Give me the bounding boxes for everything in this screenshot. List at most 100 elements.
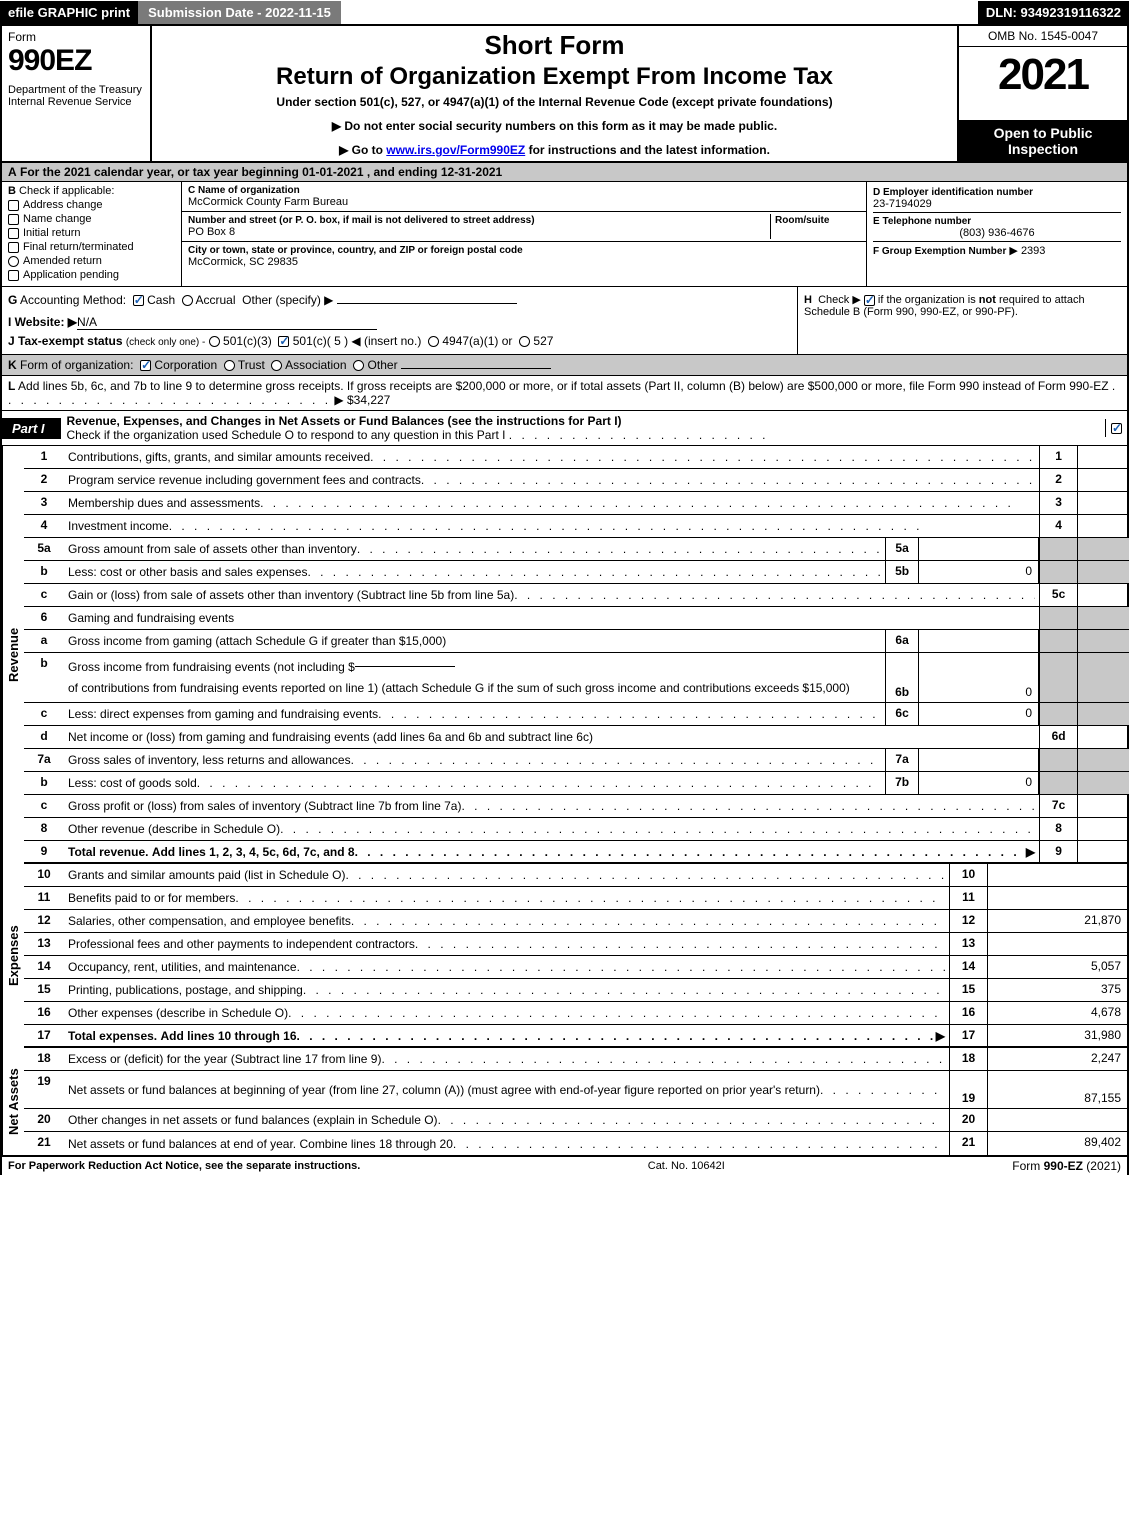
chk-name-change[interactable]: [8, 214, 19, 225]
submission-date: Submission Date - 2022-11-15: [138, 1, 341, 24]
footer-left: For Paperwork Reduction Act Notice, see …: [8, 1160, 360, 1172]
line-21-val: 89,402: [987, 1132, 1127, 1155]
label-c: C: [188, 185, 195, 196]
line-11: 11 Benefits paid to or for members. . . …: [24, 887, 1127, 910]
section-def: D Employer identification number 23-7194…: [867, 182, 1127, 286]
arrow-icon: ▶: [1026, 845, 1035, 859]
efile-label[interactable]: efile GRAPHIC print: [0, 1, 138, 24]
line-6a-desc: Gross income from gaming (attach Schedul…: [68, 634, 446, 648]
part-i-title: Revenue, Expenses, and Changes in Net As…: [61, 411, 1105, 445]
opt-address-change: Address change: [23, 199, 103, 211]
line-16-desc: Other expenses (describe in Schedule O): [68, 1006, 288, 1020]
l-amount: 34,227: [354, 393, 391, 407]
chk-application-pending[interactable]: [8, 270, 19, 281]
line-4-desc: Investment income: [68, 519, 169, 533]
tax-year: 2021: [959, 47, 1127, 121]
chk-accrual[interactable]: [182, 295, 193, 306]
chk-final-return[interactable]: [8, 242, 19, 253]
g-text: Accounting Method:: [20, 293, 126, 307]
expenses-section: Expenses 10 Grants and similar amounts p…: [0, 864, 1129, 1048]
l-amount-prefix: ▶ $: [334, 393, 353, 407]
line-7c-desc: Gross profit or (loss) from sales of inv…: [68, 799, 461, 813]
k-other: Other: [368, 358, 398, 372]
chk-501c[interactable]: [278, 336, 289, 347]
h-text: Check ▶: [818, 294, 861, 306]
line-5a: 5a Gross amount from sale of assets othe…: [24, 538, 1129, 561]
line-13-desc: Professional fees and other payments to …: [68, 937, 415, 951]
line-19-desc: Net assets or fund balances at beginning…: [68, 1083, 820, 1097]
line-14-val: 5,057: [987, 956, 1127, 978]
label-k: K: [8, 358, 17, 372]
label-d: D Employer identification number: [873, 187, 1033, 198]
g-accrual: Accrual: [195, 293, 235, 307]
line-2: 2 Program service revenue including gove…: [24, 469, 1129, 492]
line-7a-desc: Gross sales of inventory, less returns a…: [68, 753, 351, 767]
revenue-section: Revenue 1 Contributions, gifts, grants, …: [0, 446, 1129, 864]
k-trust: Trust: [238, 358, 265, 372]
org-street: PO Box 8: [188, 226, 235, 238]
chk-amended-return[interactable]: [8, 256, 19, 267]
chk-corp[interactable]: [140, 360, 151, 371]
line-6-desc: Gaming and fundraising events: [68, 611, 234, 625]
opt-amended-return: Amended return: [23, 255, 102, 267]
line-5c-desc: Gain or (loss) from sale of assets other…: [68, 588, 514, 602]
row-gh: G Accounting Method: Cash Accrual Other …: [0, 287, 1129, 355]
chk-initial-return[interactable]: [8, 228, 19, 239]
line-19-val: 87,155: [987, 1071, 1127, 1108]
chk-address-change[interactable]: [8, 200, 19, 211]
side-revenue: Revenue: [2, 446, 24, 864]
short-form-title: Short Form: [158, 30, 951, 61]
row-a-text: For the 2021 calendar year, or tax year …: [20, 165, 502, 179]
line-18: 18 Excess or (deficit) for the year (Sub…: [24, 1048, 1127, 1071]
j-subtext: (check only one) -: [126, 337, 205, 348]
opt-name-change: Name change: [23, 213, 92, 225]
line-6b: b Gross income from fundraising events (…: [24, 653, 1129, 703]
line-16: 16 Other expenses (describe in Schedule …: [24, 1002, 1127, 1025]
org-name: McCormick County Farm Bureau: [188, 196, 348, 208]
line-11-val: [987, 887, 1127, 909]
chk-501c3[interactable]: [209, 336, 220, 347]
irs-link[interactable]: www.irs.gov/Form990EZ: [386, 143, 525, 157]
line-11-desc: Benefits paid to or for members: [68, 891, 235, 905]
line-1: 1 Contributions, gifts, grants, and simi…: [24, 446, 1129, 469]
row-a-tax-year: A For the 2021 calendar year, or tax yea…: [0, 163, 1129, 182]
form-header: Form 990EZ Department of the Treasury In…: [0, 26, 1129, 163]
part-i-title-text: Revenue, Expenses, and Changes in Net As…: [67, 414, 622, 428]
l-text: Add lines 5b, 6c, and 7b to line 9 to de…: [18, 379, 1109, 393]
chk-part-i-schedule-o[interactable]: [1111, 423, 1122, 434]
f-arrow: ▶: [1009, 245, 1017, 257]
label-a: A: [8, 165, 17, 179]
chk-4947[interactable]: [428, 336, 439, 347]
chk-trust[interactable]: [224, 360, 235, 371]
line-6b-val: 0: [919, 653, 1039, 702]
part-i-badge: Part I: [2, 418, 61, 439]
line-5b-val: 0: [919, 561, 1039, 583]
line-13-val: [987, 933, 1127, 955]
line-10-val: [987, 864, 1127, 886]
group-exemption: 2393: [1021, 245, 1045, 257]
chk-other-org[interactable]: [353, 360, 364, 371]
line-12-val: 21,870: [987, 910, 1127, 932]
label-g: G: [8, 293, 17, 307]
instruct2-suffix: for instructions and the latest informat…: [525, 143, 770, 157]
line-21: 21 Net assets or fund balances at end of…: [24, 1132, 1127, 1155]
c-city-label: City or town, state or province, country…: [188, 245, 523, 256]
chk-cash[interactable]: [133, 295, 144, 306]
chk-assoc[interactable]: [271, 360, 282, 371]
line-2-desc: Program service revenue including govern…: [68, 473, 421, 487]
arrow-icon: ▶: [936, 1029, 945, 1043]
k-text: Form of organization:: [20, 358, 133, 372]
instruct-link: ▶ Go to www.irs.gov/Form990EZ for instru…: [158, 143, 951, 157]
section-h: H Check ▶ if the organization is not req…: [797, 287, 1127, 354]
line-3-val: [1077, 492, 1129, 514]
chk-h[interactable]: [864, 295, 875, 306]
line-14-desc: Occupancy, rent, utilities, and maintena…: [68, 960, 297, 974]
line-5c-val: [1077, 584, 1129, 606]
chk-527[interactable]: [519, 336, 530, 347]
line-7c: c Gross profit or (loss) from sales of i…: [24, 795, 1129, 818]
subtitle: Under section 501(c), 527, or 4947(a)(1)…: [158, 95, 951, 109]
section-k: K Form of organization: Corporation Trus…: [0, 355, 1129, 376]
line-6c-val: 0: [919, 703, 1039, 725]
part-i-checkbox-cell: [1105, 419, 1127, 437]
line-20-val: [987, 1109, 1127, 1131]
